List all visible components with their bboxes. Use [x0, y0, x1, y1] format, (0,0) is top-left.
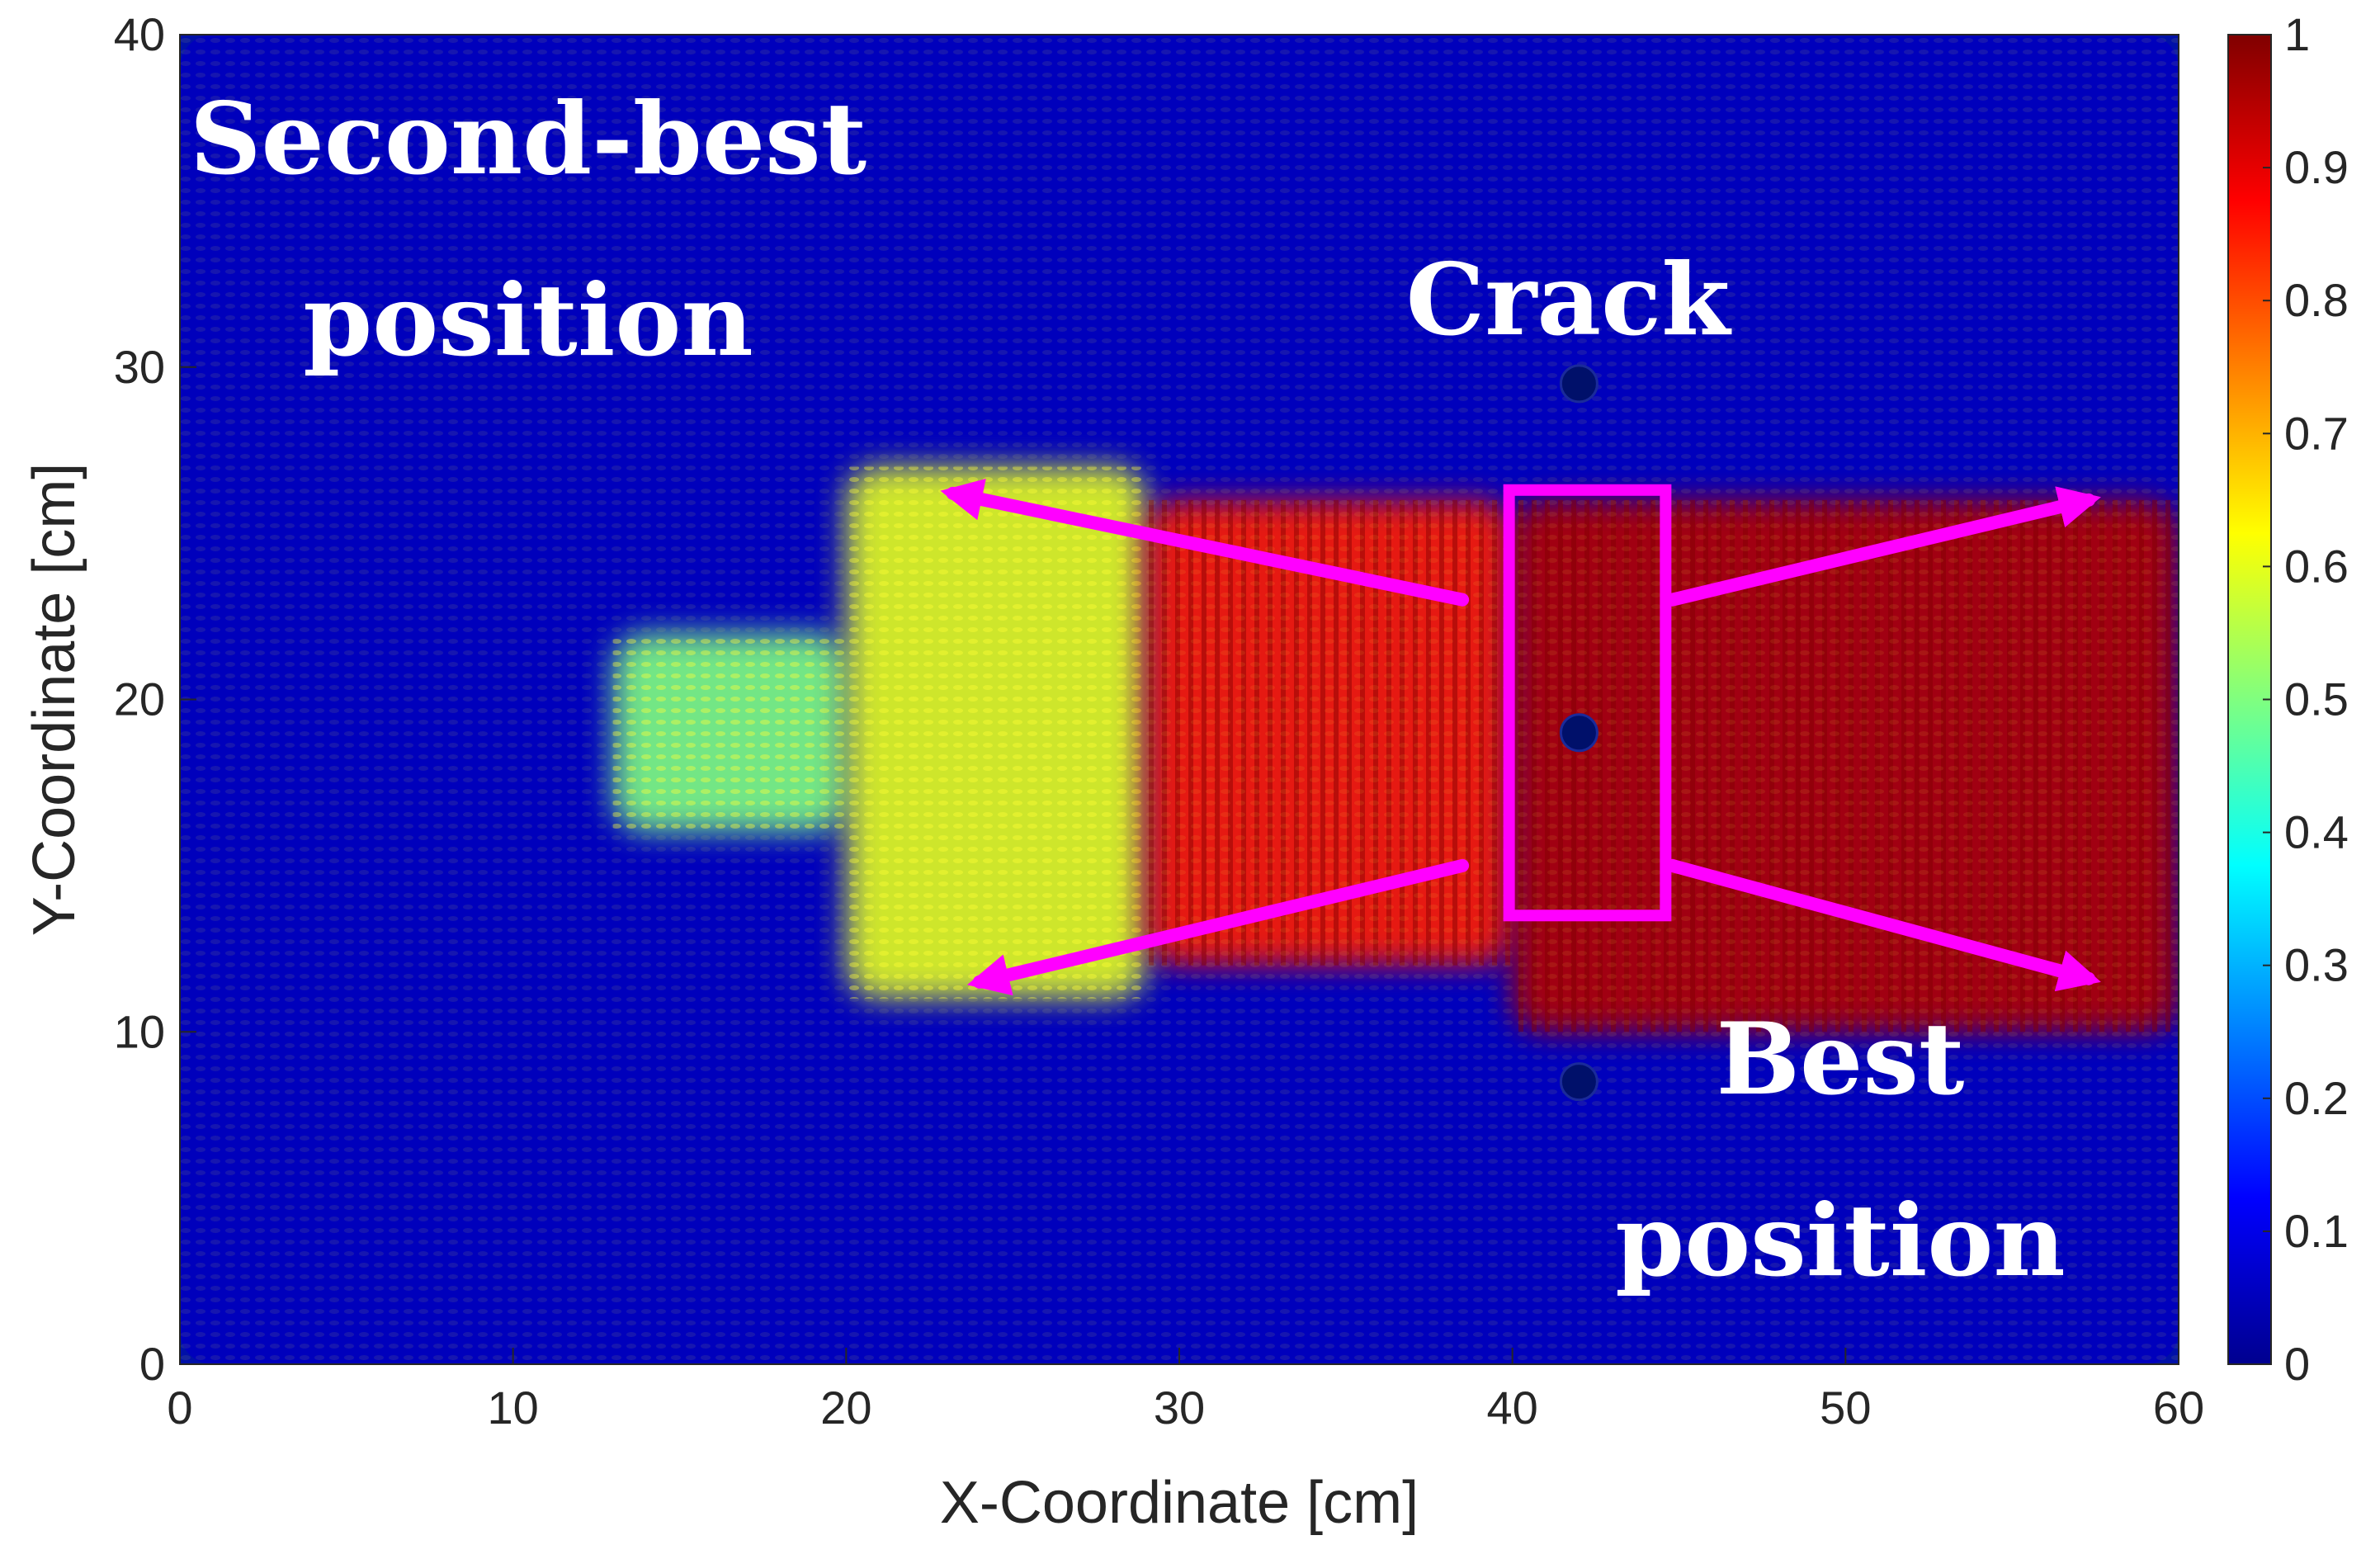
direction-arrow [966, 858, 1470, 996]
direction-arrow [1665, 486, 2101, 607]
crack-box [1503, 484, 1672, 922]
colorbar-tick-label: 0.1 [2284, 1205, 2349, 1257]
y-tick-label: 40 [114, 8, 165, 60]
sensor-marker [1559, 1062, 1598, 1102]
annotation-best-line: Best [1717, 1001, 1965, 1117]
y-axis-ticks: 0 10 20 30 40 [114, 8, 196, 1390]
sensor-marker [1559, 713, 1598, 753]
colorbar-tick-label: 0.9 [2284, 141, 2349, 193]
annotation-best-line: position [1615, 1183, 2065, 1299]
intensity-regions [180, 35, 2179, 1364]
colorbar-tick-label: 0.3 [2284, 939, 2349, 991]
x-tick-label: 30 [1154, 1382, 1205, 1434]
x-tick-label: 50 [1820, 1382, 1871, 1434]
annotation-second-best-line: position [303, 262, 753, 379]
colorbar-tick-label: 0.5 [2284, 673, 2349, 725]
colorbar-tick-label: 0.7 [2284, 407, 2349, 459]
x-tick-label: 40 [1487, 1382, 1538, 1434]
background-ripple [180, 35, 2179, 1364]
x-axis-ticks: 0 10 20 30 40 50 60 [167, 1348, 2204, 1434]
direction-arrow [940, 479, 1470, 607]
colorbar-tick-label: 0 [2284, 1338, 2310, 1390]
y-tick-label: 30 [114, 341, 165, 393]
colorbar-tick-label: 0.2 [2284, 1072, 2349, 1124]
colorbar-tick-label: 0.6 [2284, 540, 2349, 592]
colorbar-tick-label: 0.8 [2284, 274, 2349, 326]
colorbar-tick-label: 0.4 [2284, 806, 2349, 858]
x-tick-label: 0 [167, 1382, 192, 1434]
y-axis-title: Y-Coordinate [cm] [21, 463, 87, 937]
y-tick-label: 0 [139, 1338, 165, 1390]
x-axis-title: X-Coordinate [cm] [940, 1470, 1419, 1536]
y-tick-label: 10 [114, 1005, 165, 1057]
colorbar-tick-label: 1 [2284, 8, 2310, 60]
sensor-marker [1559, 364, 1598, 404]
direction-arrow [1665, 858, 2101, 992]
colorbar-ticks: 0 0.1 0.2 0.3 0.4 0.5 0.6 0.7 0.8 0.9 1 [2263, 8, 2349, 1390]
annotation-crack-line: Crack [1406, 242, 1733, 358]
x-tick-label: 20 [820, 1382, 871, 1434]
x-tick-label: 60 [2153, 1382, 2204, 1434]
colorbar: 0 0.1 0.2 0.3 0.4 0.5 0.6 0.7 0.8 0.9 1 [2227, 8, 2349, 1390]
x-tick-label: 10 [488, 1382, 539, 1434]
overlay-layer [940, 364, 2101, 1102]
annotations: Second-best position Crack Best position [190, 81, 2066, 1299]
annotation-second-best-line: Second-best [190, 81, 867, 197]
plot-area [179, 34, 2179, 1365]
y-tick-label: 20 [114, 673, 165, 725]
